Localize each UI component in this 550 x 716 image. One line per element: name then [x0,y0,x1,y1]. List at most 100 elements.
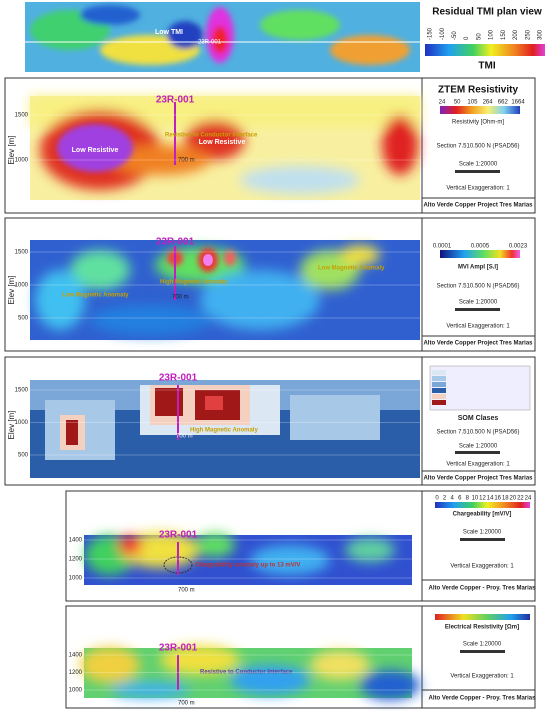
scale-text: Scale 1:20000 [459,162,498,168]
annotation: High Magnetic Anomaly [190,428,258,434]
annotation: Low Resistive [72,147,119,154]
y-tick-label: 1400 [69,653,83,659]
footer: Alto Verde Copper Project Tres Marias [423,476,533,482]
y-tick-label: 1400 [69,538,83,544]
y-tick-label: 500 [18,453,29,459]
scale-tick-label: 0.0005 [471,244,490,250]
scale-tick-label: -150 [428,27,434,40]
scale-tick-label: 2 [443,496,447,502]
scale-tick-label: 264 [483,100,494,106]
drill-label: 23R-001 [198,40,222,46]
scale-tick-label: 18 [502,496,509,502]
annotation: Chargeability anomaly up to 13 mV/V [195,563,300,569]
vertical-text: Vertical Exaggeration: 1 [446,462,510,468]
annotation: High Magnetic Anomaly [160,280,228,286]
ztem-panel: 23R-001 Low Resistive Resistive to Condu… [4,77,536,214]
scale-text: Scale 1:20000 [459,444,498,450]
scale-tick-label: 0 [435,496,439,502]
drill-label: 23R-001 [159,530,198,541]
scale-tick-label: 6 [458,496,462,502]
axis-label: Elev [m] [7,411,16,440]
section-label: Section 7.510.500 N (PSAD56) [436,430,519,436]
scale-tick-label: 662 [498,100,509,106]
scale-tick-label: 22 [517,496,524,502]
section-label: Section 7.510.500 N (PSAD56) [436,144,519,150]
tmi-panel: Low TMI 23R-001 Residual TMI plan view -… [25,2,545,72]
distance-label: 700 m [172,295,189,301]
footer: Alto Verde Copper - Proy. Tres Marias [429,696,537,702]
scale-label: TMI [478,61,495,72]
y-tick-label: 1000 [69,688,83,694]
scale-tick-label: 150 [501,29,507,40]
scale-label: Electrical Resistivity [Ωm] [445,625,519,631]
drill-label: 23R-001 [156,95,195,106]
scale-text: Scale 1:20000 [463,642,502,648]
distance-label: 700 m [178,158,195,164]
mvi-panel: 23R-001 Low Magnetic Anomaly High Magnet… [4,217,536,352]
scale-tick-label: 8 [466,496,470,502]
annotation: Resistive to Conductor Interface [165,133,258,139]
som-panel: 23R-001 High Magnetic Anomaly 700 m Elev… [4,356,536,486]
y-tick-label: 500 [18,316,29,322]
scale-tick-label: 0 [464,36,470,40]
scale-label: Resistivity [Ohm-m] [452,120,504,126]
vertical-text: Vertical Exaggeration: 1 [446,186,510,192]
annotation: Low Magnetic Anomaly [318,266,385,272]
distance-label: 700 m [178,701,195,707]
scale-label: MVI Ampl [S.I] [458,265,498,271]
scale-text: Scale 1:20000 [463,530,502,536]
scale-tick-label: 250 [525,29,531,40]
scale-tick-label: 0.0023 [509,244,528,250]
y-tick-label: 1200 [69,557,83,563]
scale-tick-label: 1664 [511,100,525,106]
scale-tick-label: 105 [467,100,478,106]
scale-tick-label: 300 [538,29,544,40]
panel-title: Residual TMI plan view [432,7,542,18]
scale-tick-label: 10 [472,496,479,502]
scale-tick-label: 100 [489,29,495,40]
scale-tick-label: 0.0001 [433,244,452,250]
scale-tick-label: 14 [487,496,494,502]
vertical-text: Vertical Exaggeration: 1 [450,564,514,570]
panel-title: ZTEM Resistivity [438,85,518,96]
annotation: Low Magnetic Anomaly [62,293,129,299]
scale-tick-label: 12 [479,496,486,502]
scale-tick-label: 20 [509,496,516,502]
vertical-text: Vertical Exaggeration: 1 [450,674,514,680]
resistivity-panel: 23R-001 Resistive to Conductor Interface… [65,605,537,709]
section-label: Section 7.510.500 N (PSAD56) [436,284,519,290]
footer: Alto Verde Copper Project Tres Marias [423,341,533,347]
drill-label: 23R-001 [159,373,198,384]
annotation: Low TMI [155,29,183,36]
scale-tick-label: -100 [440,27,446,40]
y-tick-label: 1000 [15,158,29,164]
scale-tick-label: 50 [454,100,461,106]
scale-tick-label: 200 [513,29,519,40]
y-tick-label: 1500 [15,388,29,394]
distance-label: 700 m [178,588,195,594]
scale-text: Scale 1:20000 [459,300,498,306]
footer: Alto Verde Copper - Proy. Tres Marias [429,586,537,592]
scale-label: SOM Clases [458,415,499,422]
y-tick-label: 1200 [69,670,83,676]
scale-label: Chargeability [mV/V] [453,512,512,518]
chargeability-panel: 23R-001 Chargeability anomaly up to 13 m… [65,490,537,602]
scale-tick-label: 16 [494,496,501,502]
scale-tick-label: 50 [476,33,482,40]
scale-tick-label: -50 [452,31,458,40]
y-tick-label: 1500 [15,250,29,256]
y-tick-label: 1000 [15,283,29,289]
y-tick-label: 1000 [69,576,83,582]
y-tick-label: 1000 [15,420,29,426]
distance-label: 700 m [176,434,193,440]
annotation: Low Resistive [199,139,246,146]
drill-label: 23R-001 [156,237,195,248]
footer: Alto Verde Copper Project Tres Marias [423,203,533,209]
scale-tick-label: 24 [525,496,532,502]
scale-tick-label: 24 [439,100,446,106]
axis-label: Elev [m] [7,136,16,165]
scale-tick-label: 4 [450,496,454,502]
axis-label: Elev [m] [7,276,16,305]
